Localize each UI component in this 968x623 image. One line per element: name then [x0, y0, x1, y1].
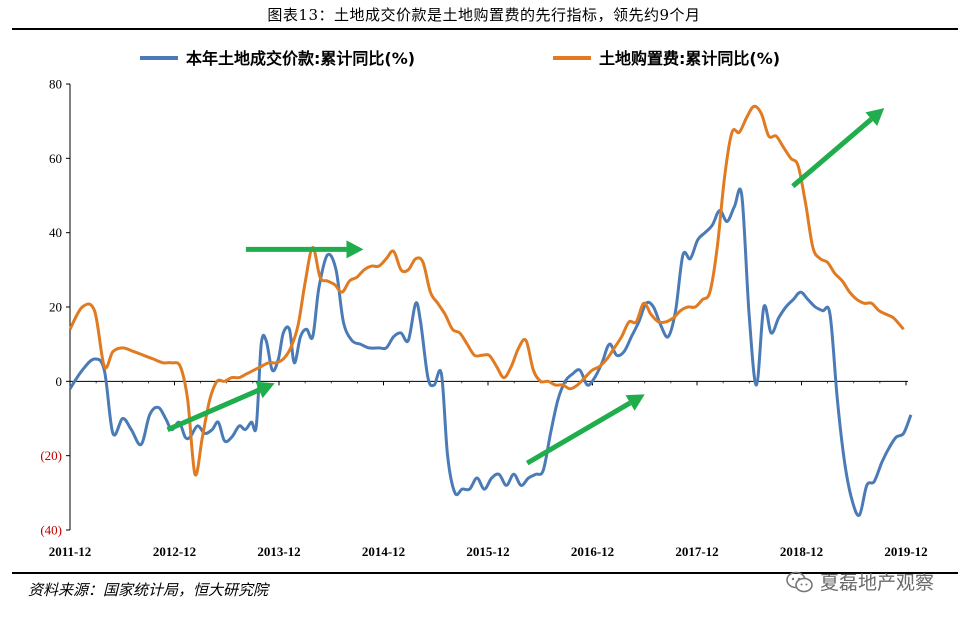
- y-tick-label: 80: [49, 77, 62, 92]
- x-tick-label: 2014-12: [362, 544, 405, 559]
- series-line-land-price: [68, 187, 913, 518]
- annotation-arrows: [166, 108, 885, 466]
- wechat-logo-icon: [786, 571, 813, 592]
- x-tick-label: 2015-12: [466, 544, 509, 559]
- trend-arrow-shaft: [791, 117, 873, 189]
- bottom-rule: [12, 572, 958, 574]
- x-tick-label: 2011-12: [49, 544, 92, 559]
- y-tick-label: 0: [56, 374, 63, 389]
- trend-arrow-head: [255, 381, 275, 399]
- y-axis: 80 60 40 20 0 (20) (40): [40, 77, 71, 538]
- legend: 本年土地成交价款:累计同比(%) 土地购置费:累计同比(%): [140, 49, 780, 68]
- y-tick-label: (20): [40, 448, 62, 463]
- series-line-land-purchase: [68, 104, 905, 477]
- x-tick-label: 2013-12: [257, 544, 300, 559]
- trend-arrow-head: [625, 394, 645, 411]
- y-tick-label: 40: [49, 225, 62, 240]
- trend-arrow-head: [865, 108, 885, 127]
- source-note: 资料来源：国家统计局，恒大研究院: [28, 581, 269, 599]
- y-tick-label: (40): [40, 523, 62, 538]
- line-chart: 本年土地成交价款:累计同比(%) 土地购置费:累计同比(%) 80 60 40 20 0 (…: [40, 49, 928, 559]
- x-tick-label: 2012-12: [153, 544, 196, 559]
- y-tick-label: 60: [49, 151, 62, 166]
- figure-caption: 图表13：土地成交价款是土地购置费的先行指标，领先约9个月: [267, 6, 701, 24]
- x-axis: 2011-12 2012-12 2013-12 2014-12 2015-12 2016-…: [49, 380, 928, 559]
- x-tick-label: 2018-12: [780, 544, 823, 559]
- x-tick-label: 2017-12: [675, 544, 718, 559]
- x-tick-label: 2019-12: [884, 544, 927, 559]
- trend-arrow-head: [346, 240, 364, 259]
- x-tick-label: 2016-12: [571, 544, 614, 559]
- trend-arrow-shaft: [166, 387, 261, 432]
- trend-arrow-shaft: [525, 400, 632, 466]
- series-group: [68, 104, 913, 518]
- y-tick-label: 20: [49, 300, 62, 315]
- legend-label: 土地购置费:累计同比(%): [599, 49, 780, 68]
- watermark-text: 夏磊地产观察: [819, 572, 934, 594]
- watermark: 夏磊地产观察: [786, 568, 934, 595]
- top-rule: [12, 28, 958, 30]
- legend-label: 本年土地成交价款:累计同比(%): [186, 49, 415, 68]
